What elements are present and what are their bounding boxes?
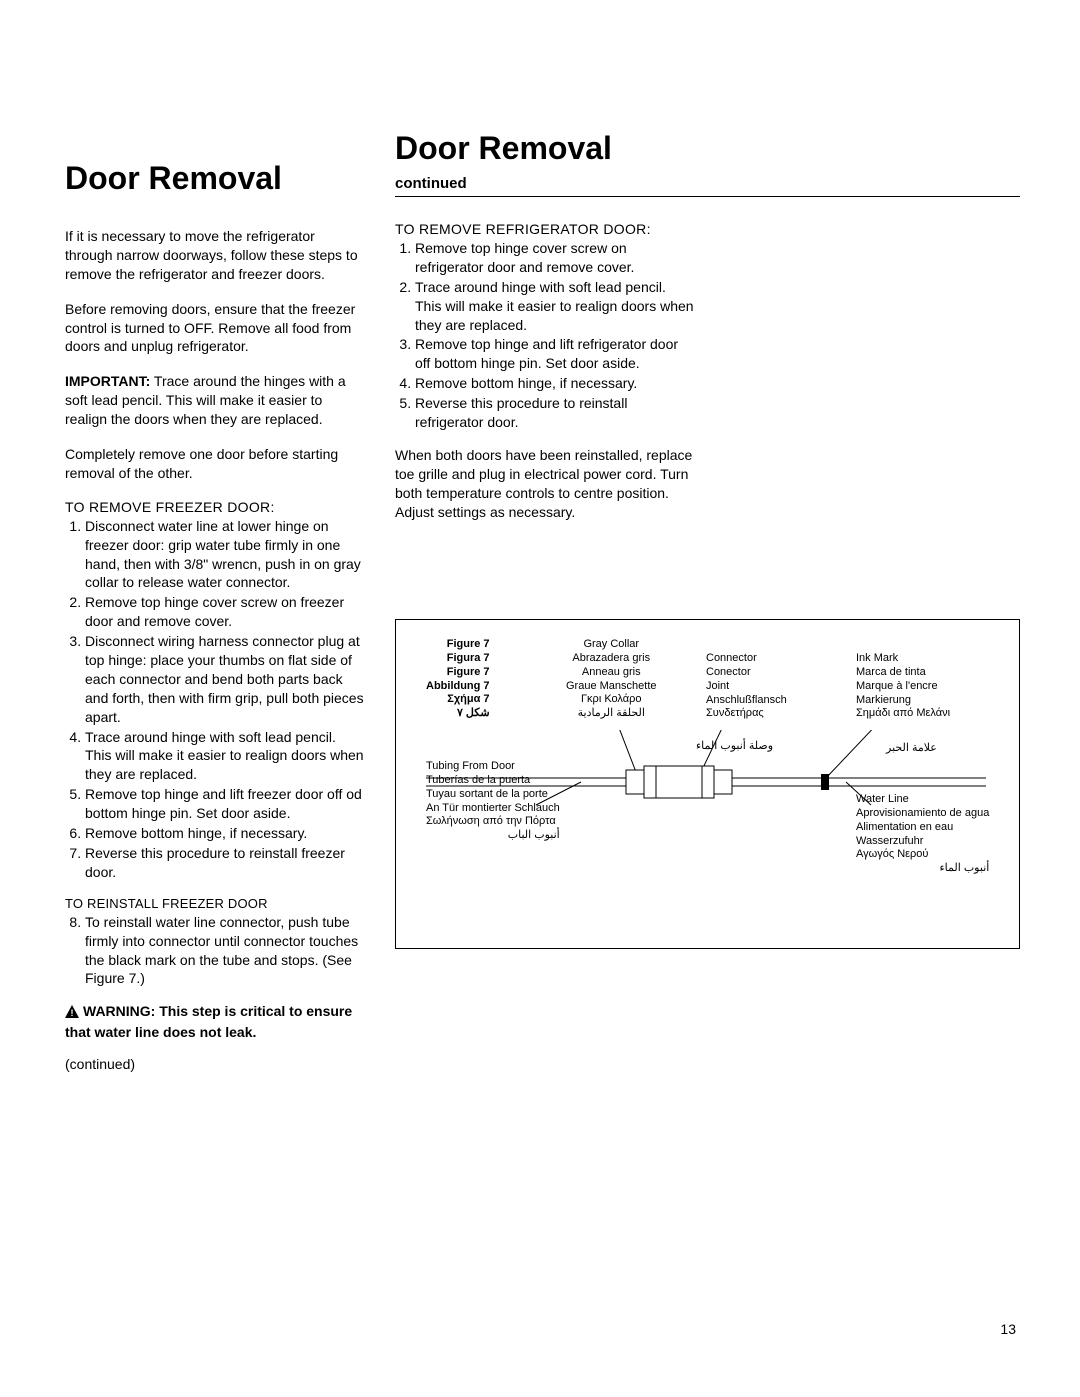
caption-line: Figure 7 bbox=[426, 638, 490, 652]
list-item: Trace around hinge with soft lead pencil… bbox=[85, 728, 365, 785]
label-line: Marque à l'encre bbox=[856, 680, 950, 694]
list-item: Remove top hinge cover screw on refriger… bbox=[415, 239, 696, 277]
gray-collar-label: Gray Collar Abrazadera gris Anneau gris … bbox=[566, 638, 657, 721]
completely-text: Completely remove one door before starti… bbox=[65, 445, 365, 483]
left-column: Door Removal If it is necessary to move … bbox=[65, 130, 365, 1072]
freezer-steps: Disconnect water line at lower hinge on … bbox=[65, 517, 365, 882]
label-line: Wasserzufuhr bbox=[856, 835, 989, 849]
final-text: When both doors have been reinstalled, r… bbox=[395, 446, 696, 522]
label-line: Connector bbox=[706, 652, 787, 666]
warning-text: WARNING: This step is critical to ensure… bbox=[65, 1003, 352, 1040]
right-top-row: TO REMOVE REFRIGERATOR DOOR: Remove top … bbox=[395, 215, 1020, 537]
right-text-col: TO REMOVE REFRIGERATOR DOOR: Remove top … bbox=[395, 215, 696, 537]
label-line: Anneau gris bbox=[566, 666, 657, 680]
page-root: Door Removal If it is necessary to move … bbox=[0, 0, 1080, 1112]
label-line: Joint bbox=[706, 680, 787, 694]
list-item: Remove top hinge and lift freezer door o… bbox=[85, 785, 365, 823]
important-text: IMPORTANT: Trace around the hinges with … bbox=[65, 372, 365, 429]
before-text: Before removing doors, ensure that the f… bbox=[65, 300, 365, 357]
fridge-steps: Remove top hinge cover screw on refriger… bbox=[395, 239, 696, 432]
caption-line: Abbildung 7 bbox=[426, 680, 490, 694]
connector-label: Connector Conector Joint Anschlußflansch… bbox=[706, 652, 787, 721]
caption-line: Σχήμα 7 bbox=[426, 693, 490, 707]
warning-block: ! WARNING: This step is critical to ensu… bbox=[65, 1002, 365, 1042]
label-line: Γκρι Κολάρο bbox=[566, 693, 657, 707]
list-item: Trace around hinge with soft lead pencil… bbox=[415, 278, 696, 335]
svg-text:!: ! bbox=[71, 1008, 74, 1018]
freezer-head: TO REMOVE FREEZER DOOR: bbox=[65, 499, 365, 515]
label-line: أنبوب الباب bbox=[426, 829, 560, 843]
right-spacer bbox=[720, 215, 1021, 537]
label-line: أنبوب الماء bbox=[856, 862, 989, 876]
label-line: Ink Mark bbox=[856, 652, 950, 666]
label-line: Συνδετήρας bbox=[706, 707, 787, 721]
label-line: Abrazadera gris bbox=[566, 652, 657, 666]
figure-7: Figure 7 Figura 7 Figure 7 Abbildung 7 Σ… bbox=[395, 619, 1020, 949]
reinstall-head: TO REINSTALL FREEZER DOOR bbox=[65, 896, 365, 911]
right-title: Door Removal bbox=[395, 130, 1020, 167]
label-line: Σημάδι από Μελάνι bbox=[856, 707, 950, 721]
label-line: الحلقة الرمادية bbox=[566, 707, 657, 721]
label-line: Graue Manschette bbox=[566, 680, 657, 694]
caption-line: Figura 7 bbox=[426, 652, 490, 666]
label-line: Markierung bbox=[856, 694, 950, 708]
page-number: 13 bbox=[1000, 1321, 1016, 1337]
list-item: Remove top hinge and lift refrigerator d… bbox=[415, 335, 696, 373]
tube-diagram bbox=[426, 730, 986, 830]
list-item: Remove bottom hinge, if necessary. bbox=[85, 824, 365, 843]
label-line: Conector bbox=[706, 666, 787, 680]
continued-marker: (continued) bbox=[65, 1056, 365, 1072]
label-line: Αγωγός Νερού bbox=[856, 848, 989, 862]
list-item: Disconnect water line at lower hinge on … bbox=[85, 517, 365, 593]
important-prefix: IMPORTANT: bbox=[65, 373, 150, 389]
caption-line: شكل ٧ bbox=[426, 707, 490, 721]
label-line: Gray Collar bbox=[566, 638, 657, 652]
figure-caption: Figure 7 Figura 7 Figure 7 Abbildung 7 Σ… bbox=[426, 638, 490, 721]
warning-icon: ! bbox=[65, 1004, 79, 1023]
list-item: Reverse this procedure to reinstall refr… bbox=[415, 394, 696, 432]
right-column: Door Removal continued TO REMOVE REFRIGE… bbox=[395, 130, 1020, 1072]
list-item: Remove top hinge cover screw on freezer … bbox=[85, 593, 365, 631]
list-item: Disconnect wiring harness connector plug… bbox=[85, 632, 365, 726]
caption-line: Figure 7 bbox=[426, 666, 490, 680]
list-item: Remove bottom hinge, if necessary. bbox=[415, 374, 696, 393]
label-line: Anschlußflansch bbox=[706, 694, 787, 708]
fridge-head: TO REMOVE REFRIGERATOR DOOR: bbox=[395, 221, 696, 237]
right-subtitle: continued bbox=[395, 175, 1020, 197]
list-item: To reinstall water line connector, push … bbox=[85, 913, 365, 989]
label-line: Marca de tinta bbox=[856, 666, 950, 680]
list-item: Reverse this procedure to reinstall free… bbox=[85, 844, 365, 882]
reinstall-steps: To reinstall water line connector, push … bbox=[65, 913, 365, 989]
intro-text: If it is necessary to move the refrigera… bbox=[65, 227, 365, 284]
ink-mark-label: Ink Mark Marca de tinta Marque à l'encre… bbox=[856, 652, 950, 721]
left-title: Door Removal bbox=[65, 160, 365, 197]
